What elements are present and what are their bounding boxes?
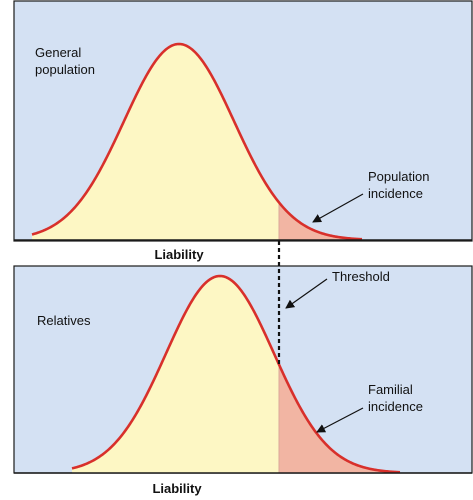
relatives-label: Relatives [37,313,91,328]
bottom-distribution-curve [71,274,401,474]
familial-incidence-label-line1: Familial [368,382,413,397]
population-incidence-arrow [312,193,364,223]
bottom-axis-label: Liability [152,481,202,496]
top-distribution-curve [31,42,363,241]
population-incidence-label-line2: incidence [368,186,423,201]
top-incidence-area [279,202,362,240]
bottom-incidence-area [279,364,400,473]
population-incidence-label-line1: Population [368,169,429,184]
familial-incidence-label-line2: incidence [368,399,423,414]
general-population-label-line1: General [35,45,81,60]
general-population-label-line2: population [35,62,95,77]
threshold-label: Threshold [332,269,390,284]
top-curve-fill [32,44,279,240]
familial-incidence-arrow [316,407,364,433]
top-axis-label: Liability [154,247,204,262]
bottom-curve-fill [72,276,279,473]
threshold-arrow [285,278,328,309]
